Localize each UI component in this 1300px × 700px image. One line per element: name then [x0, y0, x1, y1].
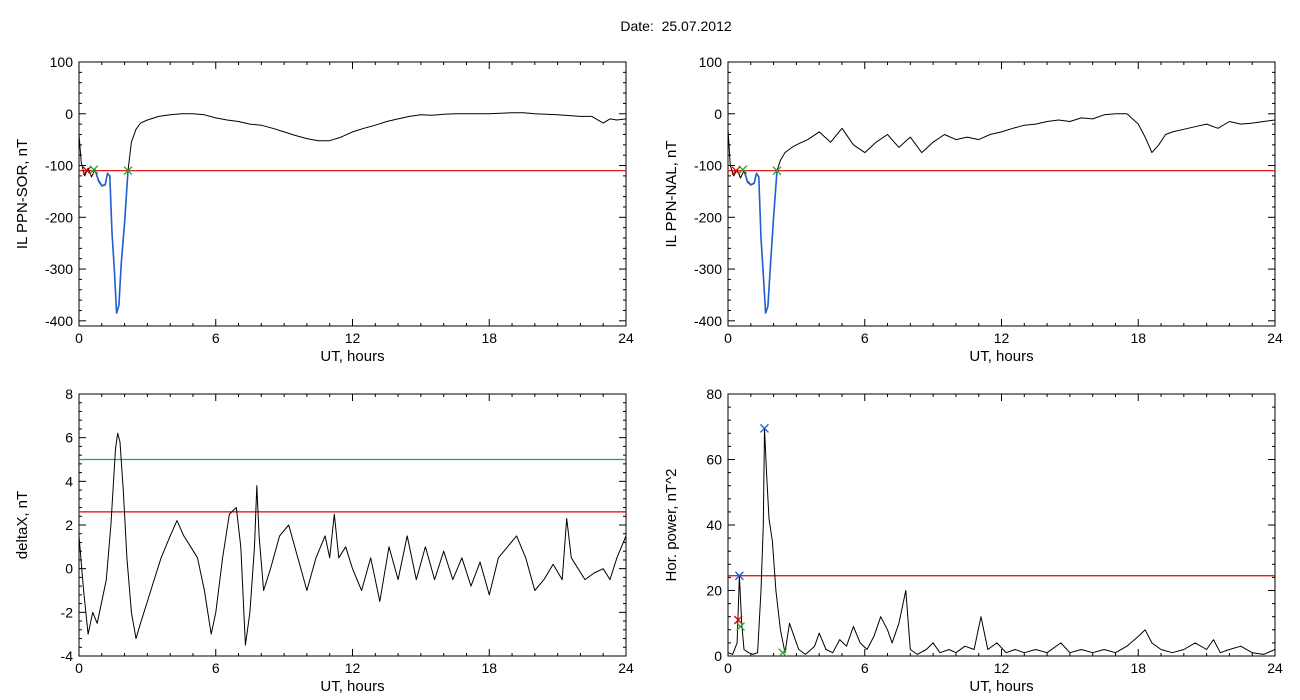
x-tick-label: 12 [994, 330, 1010, 346]
y-tick-label: -200 [45, 209, 73, 225]
y-axis-label: deltaX, nT [14, 491, 31, 559]
x-tick-label: 6 [861, 660, 869, 676]
x-marker [772, 166, 782, 176]
x-marker-stroke [734, 571, 744, 581]
plot-frame [78, 393, 627, 657]
plot-frame [78, 61, 627, 327]
y-tick-label: 2 [65, 517, 73, 533]
x-marker [778, 648, 788, 656]
x-tick-label: 0 [724, 330, 732, 346]
chart-panel-horpower: 0 6 12 18 24 0 20 40 60 80 UT, hours Hor. power, nT… [663, 386, 1283, 695]
x-marker-stroke [778, 648, 788, 656]
y-tick-label: 0 [714, 648, 722, 664]
x-marker-stroke [89, 165, 99, 175]
x-marker [89, 165, 99, 175]
figure-title: Date: 25.07.2012 [620, 18, 732, 34]
y-tick-label: -2 [61, 604, 74, 620]
x-marker-stroke [760, 423, 769, 433]
y-tick-label: 100 [699, 54, 723, 70]
y-axis-label: Hor. power, nT^2 [663, 469, 680, 582]
chart-panel-sor: 0 6 12 18 24 -400 -300 -200 -100 0 100 UT, hours IL … [14, 54, 634, 365]
x-marker [734, 571, 744, 581]
y-tick-label: -400 [694, 313, 722, 329]
x-tick-label: 18 [481, 660, 497, 676]
series-line-1 [79, 432, 626, 646]
x-tick-label: 18 [1130, 330, 1146, 346]
data-layer [728, 113, 1275, 314]
y-tick-label: -300 [45, 261, 73, 277]
y-tick-label: 0 [65, 106, 73, 122]
x-marker [738, 165, 748, 175]
x-tick-label: 0 [75, 660, 83, 676]
y-axis-label: IL PPN-SOR, nT [14, 139, 31, 249]
x-tick-label: 24 [1267, 660, 1283, 676]
x-marker [760, 423, 769, 433]
y-tick-label: 20 [706, 583, 722, 599]
x-tick-label: 24 [1267, 330, 1283, 346]
y-tick-label: 0 [714, 106, 722, 122]
chart-panel-nal: 0 6 12 18 24 -400 -300 -200 -100 0 100 UT, hours IL … [663, 54, 1283, 365]
y-tick-label: -4 [61, 648, 74, 664]
x-tick-label: 18 [1130, 660, 1146, 676]
x-marker-stroke [733, 615, 743, 625]
series-line-2 [95, 170, 129, 314]
x-marker-stroke [772, 166, 782, 176]
x-tick-label: 24 [618, 660, 634, 676]
x-tick-label: 6 [861, 330, 869, 346]
y-tick-label: -100 [694, 158, 722, 174]
x-marker-stroke [738, 165, 748, 175]
y-tick-label: 0 [65, 561, 73, 577]
x-marker-stroke [82, 166, 92, 176]
y-tick-label: -400 [45, 313, 73, 329]
x-tick-label: 24 [618, 330, 634, 346]
x-axis-label: UT, hours [969, 348, 1033, 365]
x-tick-label: 0 [75, 330, 83, 346]
x-tick-label: 6 [212, 660, 220, 676]
y-tick-label: -100 [45, 158, 73, 174]
x-tick-label: 6 [212, 330, 220, 346]
y-tick-label: 4 [65, 473, 73, 489]
plot-frame [727, 393, 1276, 657]
y-tick-label: 100 [50, 54, 74, 70]
data-layer [728, 423, 1275, 656]
x-tick-label: 12 [994, 660, 1010, 676]
y-tick-label: 6 [65, 430, 73, 446]
x-marker [733, 615, 743, 625]
x-marker-stroke [736, 622, 745, 631]
x-tick-label: 18 [481, 330, 497, 346]
plot-frame [727, 61, 1276, 327]
x-marker [123, 166, 133, 176]
y-axis-label: IL PPN-NAL, nT [663, 141, 680, 248]
x-tick-label: 12 [345, 330, 361, 346]
data-layer [79, 432, 626, 646]
x-axis-label: UT, hours [320, 348, 384, 365]
series-line-2 [744, 170, 778, 314]
x-tick-label: 0 [724, 660, 732, 676]
data-layer [79, 112, 626, 314]
x-marker-stroke [123, 166, 133, 176]
series-line-1 [728, 427, 1275, 655]
y-tick-label: 80 [706, 386, 722, 402]
x-tick-label: 12 [345, 660, 361, 676]
series-line-1 [728, 113, 1275, 314]
y-tick-label: -200 [694, 209, 722, 225]
x-axis-label: UT, hours [969, 678, 1033, 695]
x-axis-label: UT, hours [320, 678, 384, 695]
x-marker-stroke [731, 166, 741, 176]
y-tick-label: 60 [706, 452, 722, 468]
y-tick-label: -300 [694, 261, 722, 277]
x-marker [736, 622, 745, 631]
series-line-1 [79, 112, 626, 314]
y-tick-label: 40 [706, 517, 722, 533]
y-tick-label: 8 [65, 386, 73, 402]
